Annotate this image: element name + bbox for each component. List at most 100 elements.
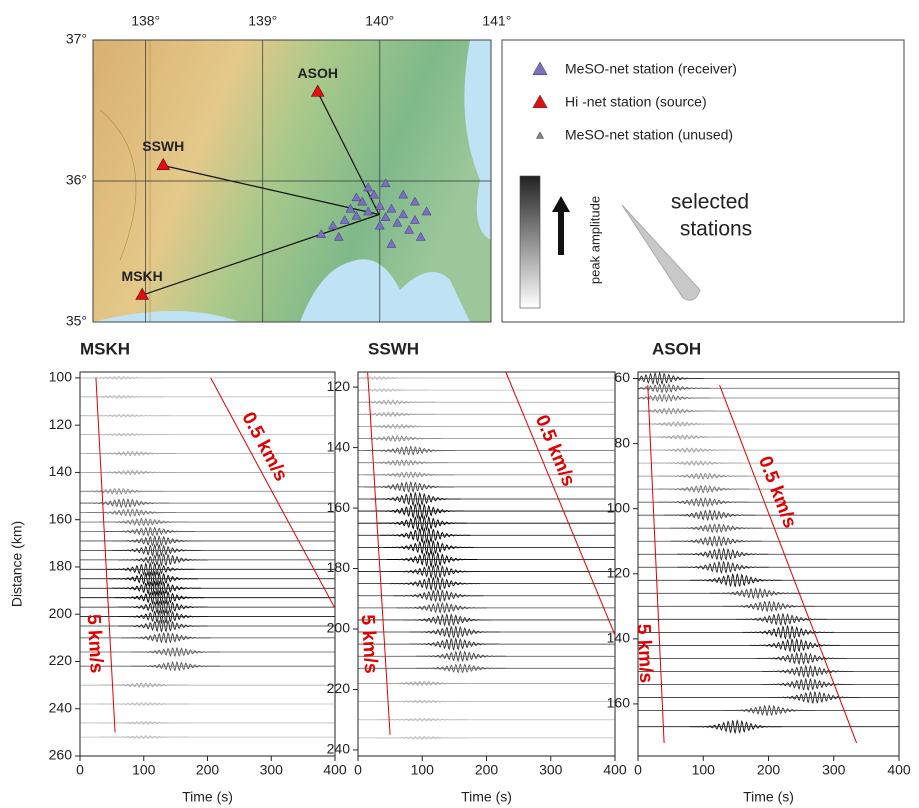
wavelet [357,376,423,380]
y-tick-label: 120 [327,378,351,394]
velocity-line [367,371,391,735]
legend-icon [532,94,548,109]
wavelet [670,523,762,534]
wavelet [364,471,455,479]
wavelet [118,599,208,615]
receiver [398,209,409,219]
wavelet [121,631,211,644]
wavelet [105,526,195,537]
x-tick-label: 100 [411,762,435,778]
x-tick-label: 100 [692,762,716,778]
wavelet [403,613,493,627]
y-tick-label: 240 [327,741,351,757]
wedge-label: selected [671,191,749,214]
receiver [339,214,350,224]
wavelet [722,600,815,613]
velocity-line [505,371,616,636]
wavelet [396,602,487,614]
wavelet [409,637,500,651]
y-tick-label: 120 [607,564,631,580]
wavelet [755,651,847,665]
wavelet [644,447,736,453]
x-tick-label: 200 [757,762,781,778]
wavelet [651,460,743,466]
receiver [398,189,409,199]
panel-title: ASOH [652,339,701,358]
wavelet [762,677,854,692]
wavelet [390,576,481,592]
panel-title: MSKH [80,339,130,358]
wavelet [99,682,189,688]
wavelet [637,383,710,394]
record-section: MSKH 0 100 200 300 400 100 120 140 160 180 200 220 24… [9,339,347,804]
y-tick-label: 180 [327,559,351,575]
wavelet [86,508,176,517]
wavelet [105,561,195,577]
wavelet [383,538,474,556]
receiver [351,210,362,220]
wedge-label: stations [680,218,752,241]
legend-icon [532,61,548,76]
y-tick-label: 120 [49,416,73,432]
wavelet [80,498,170,509]
y-axis-label: Distance (km) [9,521,25,607]
x-tick-label: 0 [634,762,642,778]
receiver [409,214,420,224]
wavelet [768,690,860,705]
station-label: MSKH [122,268,163,284]
wavelet [111,535,202,547]
station [135,287,149,300]
wavelet [677,560,769,574]
lon-label: 141° [482,13,511,29]
ray [163,164,380,216]
wavelet [358,459,448,467]
x-axis-label: Time (s) [461,789,512,805]
wavelet [99,735,189,740]
colorbar [519,175,541,309]
y-tick-label: 100 [607,499,631,515]
station-label: SSWH [142,138,184,154]
wavelet [118,609,208,625]
receiver [333,231,344,241]
wavelet [735,612,828,626]
wavelet [111,579,202,597]
wavelet [357,399,436,405]
wavelet [690,572,782,588]
receiver [363,206,374,216]
wavelet [118,619,208,633]
wavelet [131,661,221,672]
y-tick-label: 80 [614,434,630,450]
wavelet [377,514,468,532]
wavelet [677,547,769,561]
receiver [380,178,391,188]
velocity-label: 5 km/s [357,614,382,674]
legend-label: Hi -net station (source) [565,94,707,110]
wavelet [86,450,176,457]
x-tick-label: 300 [260,762,284,778]
wavelet [80,375,163,380]
wavelet [415,650,506,663]
wavelet [637,371,704,386]
velocity-line [95,377,116,733]
wavelet [370,491,461,507]
wavelet [638,421,723,427]
station-label: ASOH [298,65,338,81]
y-tick-label: 200 [49,605,73,621]
wavelet [664,509,756,522]
y-tick-label: 260 [49,747,73,763]
lon-label: 140° [365,13,394,29]
y-tick-label: 200 [327,620,351,636]
x-tick-label: 0 [76,762,84,778]
y-tick-label: 160 [327,499,351,515]
receiver [328,220,338,230]
receiver [316,229,327,238]
x-tick-label: 0 [354,762,362,778]
wavelet [393,589,484,603]
ray [317,91,380,215]
station [156,157,171,170]
wavelet [115,589,205,606]
record-section: SSWH 0 100 200 300 400 120 140 160 180 200 220 240 Ti… [327,339,627,804]
wavelet [690,719,782,735]
x-tick-label: 200 [475,762,499,778]
wavelet [377,717,468,722]
